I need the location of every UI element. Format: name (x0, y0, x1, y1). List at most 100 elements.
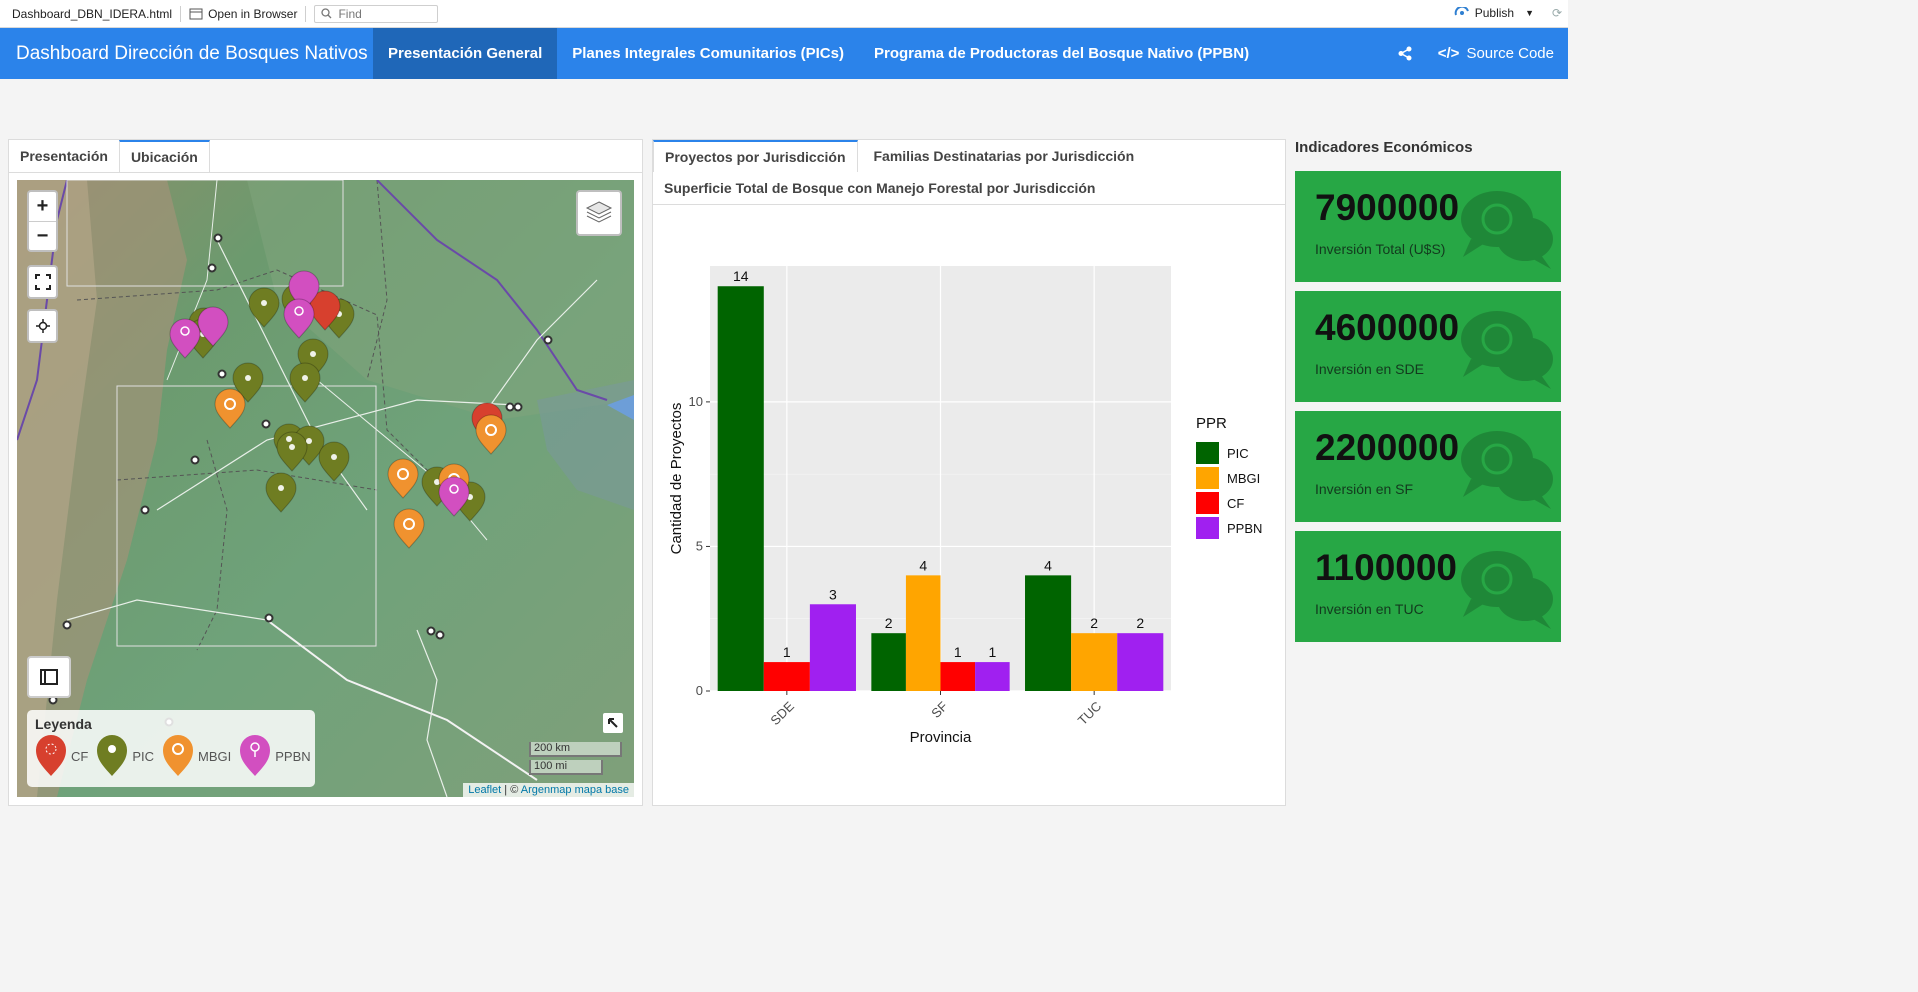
legend-label-mbgi: MBGI (1227, 471, 1260, 486)
comments-dollar-icon (1461, 191, 1553, 269)
bar-cf (763, 662, 810, 691)
toolbar-divider (305, 5, 307, 22)
value-box: 2200000 Inversión en SF (1295, 411, 1561, 522)
cf-marker-icon (36, 735, 66, 776)
y-axis-title: Cantidad de Proyectos (668, 403, 685, 555)
nav-tab-presentacion-general[interactable]: Presentación General (373, 28, 558, 79)
chevron-down-icon: ▼ (1525, 8, 1534, 18)
data-label: 4 (919, 557, 927, 573)
data-label: 1 (954, 644, 962, 660)
data-label: 4 (1044, 557, 1052, 573)
layers-icon (585, 201, 613, 223)
navbar: Dashboard Dirección de Bosques Nativos P… (0, 28, 1568, 79)
map-legend: Leyenda CF PIC MBGI PPBN (27, 710, 315, 787)
data-label: 2 (885, 615, 893, 631)
find-placeholder: Find (338, 6, 362, 21)
value-box-value: 7900000 (1315, 187, 1460, 228)
refresh-icon[interactable]: ⟳ (1551, 6, 1562, 20)
pic-marker-icon (97, 735, 128, 776)
file-name: Dashboard_DBN_IDERA.html (12, 6, 173, 21)
x-tick-label: TUC (1075, 699, 1104, 728)
data-label: 2 (1136, 615, 1144, 631)
tab-proyectos-por-jurisdiccion[interactable]: Proyectos por Jurisdicción (653, 140, 858, 172)
open-in-browser-button[interactable]: Open in Browser (189, 7, 297, 21)
x-axis-title: Provincia (910, 729, 972, 746)
publish-button[interactable]: Publish ▼ (1454, 6, 1534, 20)
zoom-control: + − (27, 190, 58, 252)
legend-label-pic: PIC (1227, 446, 1249, 461)
nav-tab-pics[interactable]: Planes Integrales Comunitarios (PICs) (572, 45, 844, 62)
x-tick-label: SF (928, 698, 950, 720)
source-code-link[interactable]: </> Source Code (1438, 45, 1554, 62)
minimap-toggle-button[interactable] (27, 656, 71, 698)
legend-swatch-cf (1196, 492, 1219, 514)
source-code-label: Source Code (1466, 45, 1554, 62)
comments-dollar-icon (1461, 431, 1553, 509)
map-markers[interactable] (17, 180, 634, 797)
chart-panel: Proyectos por Jurisdicción Familias Dest… (652, 139, 1286, 806)
comments-dollar-icon (1461, 311, 1553, 389)
layers-control[interactable] (576, 190, 622, 236)
x-tick-label: SDE (767, 698, 797, 728)
leaflet-link[interactable]: Leaflet (468, 784, 502, 796)
value-box: 4600000 Inversión en SDE (1295, 291, 1561, 402)
map-attribution: Leaflet | © Argenmap mapa base (463, 783, 634, 797)
leaflet-map[interactable]: + − Leyenda CF P (17, 180, 634, 797)
tab-familias-destinatarias[interactable]: Familias Destinatarias por Jurisdicción (873, 148, 1135, 164)
mbgi-marker-icon (163, 735, 194, 776)
legend-label-pic: PIC (132, 748, 155, 764)
map-panel: Presentación Ubicación (8, 139, 643, 806)
chart-panel-tabs: Proyectos por Jurisdicción Familias Dest… (653, 140, 1285, 205)
bar-cf (940, 662, 976, 691)
legend-label-ppbn: PPBN (1227, 521, 1262, 536)
bar-mbgi (1071, 633, 1118, 691)
y-tick-label: 10 (689, 394, 703, 409)
value-box: 7900000 Inversión Total (U$S) (1295, 171, 1561, 282)
tab-ubicacion[interactable]: Ubicación (118, 140, 210, 172)
browser-icon (189, 8, 203, 19)
bar-ppbn (975, 662, 1010, 691)
legend-title: PPR (1196, 415, 1227, 432)
legend-swatch-pic (1196, 442, 1219, 464)
bar-pic (717, 286, 764, 691)
legend-item-mbgi: MBGI (162, 734, 231, 778)
tab-presentacion[interactable]: Presentación (20, 148, 108, 164)
value-box-value: 4600000 (1315, 307, 1460, 348)
data-label: 1 (783, 644, 791, 660)
bar-ppbn (809, 604, 856, 691)
tab-superficie-total-bosque[interactable]: Superficie Total de Bosque con Manejo Fo… (664, 180, 1096, 196)
argenmap-link[interactable]: Argenmap mapa base (520, 784, 629, 796)
expand-icon[interactable] (603, 713, 623, 733)
y-tick-label: 5 (696, 538, 703, 553)
fullscreen-icon (34, 274, 51, 290)
share-icon[interactable] (1398, 46, 1412, 61)
zoom-out-button[interactable]: − (29, 221, 56, 250)
indicators-title: Indicadores Económicos (1295, 139, 1473, 156)
legend-label-cf: CF (71, 748, 89, 764)
publish-label: Publish (1474, 6, 1515, 20)
find-input[interactable]: Find (314, 4, 439, 23)
ppbn-marker-icon (240, 735, 271, 776)
crosshair-icon (35, 319, 50, 333)
value-box-caption: Inversión en SDE (1315, 361, 1424, 377)
data-label: 3 (829, 586, 837, 602)
comments-dollar-icon (1461, 551, 1553, 629)
open-in-browser-label: Open in Browser (208, 6, 298, 21)
data-label: 1 (988, 644, 996, 660)
nav-tab-ppbn[interactable]: Programa de Productoras del Bosque Nativ… (873, 45, 1250, 62)
legend-swatch-mbgi (1196, 467, 1219, 489)
legend-item-ppbn: PPBN (239, 734, 311, 778)
map-base-layer (17, 180, 634, 797)
value-box-caption: Inversión en SF (1315, 481, 1414, 497)
bar-chart: 0 5 10 14 1 3 SDE 2 4 1 1 SF 4 2 2 TUC Provincia Cantidad… (668, 266, 1262, 746)
film-icon (40, 669, 58, 685)
locate-button[interactable] (27, 309, 58, 343)
y-tick-label: 0 (696, 683, 703, 698)
value-box-caption: Inversión Total (U$S) (1315, 241, 1446, 257)
zoom-in-button[interactable]: + (36, 195, 49, 217)
attribution-separator: | © (501, 784, 521, 796)
map-panel-tabs: Presentación Ubicación (9, 140, 642, 173)
fullscreen-button[interactable] (27, 265, 58, 299)
scale-bar-mi: 100 mi (529, 760, 603, 775)
navbar-brand[interactable]: Dashboard Dirección de Bosques Nativos (16, 42, 368, 64)
